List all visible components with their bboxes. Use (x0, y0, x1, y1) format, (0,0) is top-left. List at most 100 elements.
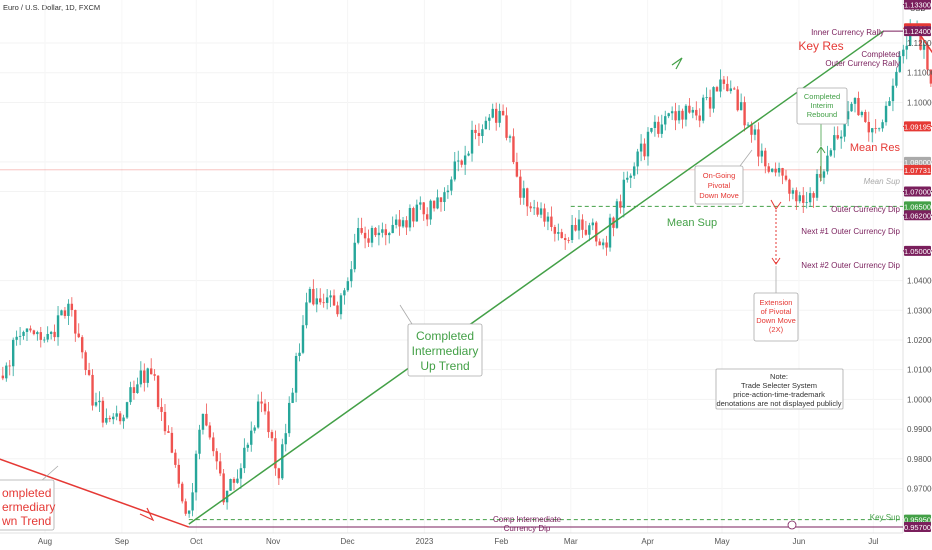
candle-body (819, 173, 822, 178)
candle-body (267, 411, 270, 433)
up-trend-line-1: Completed (416, 329, 474, 343)
candle-body (467, 153, 470, 156)
candle-body (539, 208, 543, 215)
candle-body (739, 102, 743, 111)
candle-body (170, 432, 174, 453)
candle-body (774, 168, 777, 173)
candle-body (67, 303, 70, 316)
candle-body (156, 375, 160, 407)
candle-body (526, 188, 529, 207)
candle-body (902, 49, 905, 57)
candle-body (481, 129, 484, 136)
tag-current-price: 1.07731 (904, 166, 931, 175)
candle-body (777, 168, 781, 173)
candle-body (308, 288, 312, 303)
tag-comp-intermediate-currency-dip: 0.95700 (904, 523, 931, 532)
candle-body (208, 425, 212, 438)
candle-body (650, 128, 653, 132)
label-mean-sup: Mean Sup (667, 217, 717, 229)
label-comp-intermediate-1: Comp Intermediate (493, 515, 562, 524)
tag-mean-res: 1.09195 (904, 122, 931, 131)
candle-body (436, 197, 439, 209)
candle-body (688, 105, 691, 113)
candle-body (463, 155, 467, 165)
candle-body (284, 433, 287, 445)
candle-body (626, 177, 629, 180)
candle-body (70, 303, 74, 310)
candle-body (791, 190, 795, 194)
candle-body (256, 401, 260, 428)
tag-outer-currency-dip: 1.07000 (904, 188, 931, 197)
candle-body (332, 295, 336, 306)
candle-body (746, 124, 750, 126)
candle-body (781, 168, 784, 176)
candle-body (1, 375, 5, 379)
label-next1-outer-dip: Next #1 Outer Currency Dip (801, 227, 900, 236)
candle-body (29, 328, 32, 331)
label-next2-outer-dip: Next #2 Outer Currency Dip (801, 261, 900, 270)
candle-body (281, 444, 284, 479)
candle-body (105, 417, 108, 423)
candle-body (232, 479, 236, 483)
candle-body (270, 432, 274, 439)
candle-body (84, 352, 87, 371)
candle-body (822, 171, 826, 178)
candle-body (401, 220, 405, 227)
candle-body (98, 400, 101, 403)
candle-body (632, 166, 636, 176)
label-key-sup: Key Sup (870, 513, 901, 522)
tag-bg-outer-currency-dip (904, 186, 931, 197)
candle-body (833, 135, 836, 151)
candle-body (898, 56, 902, 72)
candle-body (494, 108, 498, 123)
candle-body (488, 117, 491, 121)
x-tick-label: 2023 (416, 537, 434, 546)
candle-body (584, 229, 588, 235)
candle-body (708, 97, 712, 109)
label-comp-intermediate-2: Currency Dip (504, 524, 551, 533)
levels (0, 4, 932, 528)
candle-body (812, 193, 815, 198)
candle-body (598, 241, 601, 246)
candle-body (15, 336, 18, 340)
candle-body (726, 83, 729, 92)
candle-body (543, 208, 546, 222)
rebound-arrow-head (816, 146, 826, 154)
candle-body (443, 192, 446, 203)
candle-body (356, 228, 360, 243)
candle-body (287, 402, 291, 434)
candle-body (139, 370, 143, 385)
candle-body (187, 510, 191, 514)
y-tick-label: 1.03000 (907, 306, 932, 315)
candle-body (857, 97, 860, 116)
candle-body (881, 122, 884, 129)
candle-body (353, 242, 356, 270)
down-trend-line (0, 458, 190, 528)
time-axis: AugSepOctNovDec2023FebMarAprMayJunJulAug… (38, 537, 879, 546)
candle-body (325, 297, 329, 303)
x-tick-label: Sep (115, 537, 130, 546)
candle-body (146, 368, 149, 383)
candle-body (926, 44, 929, 70)
candle-body (657, 121, 660, 134)
candle-body (733, 88, 736, 90)
candle-body (370, 227, 374, 243)
candle-body (39, 332, 42, 340)
candle-body (87, 370, 91, 375)
event-marker[interactable] (787, 520, 797, 530)
label-mean-res: Mean Res (850, 142, 901, 154)
candle-body (177, 464, 180, 484)
candle-body (46, 333, 49, 340)
candle-body (929, 69, 932, 84)
candle-body (577, 219, 581, 231)
candle-body (557, 232, 560, 234)
event-marker-icon[interactable] (787, 520, 797, 530)
candle-body (715, 87, 719, 92)
candle-body (432, 200, 436, 209)
candle-body (167, 431, 170, 433)
candle-body (80, 337, 84, 353)
x-tick-label: Jul (868, 537, 878, 546)
label-key-res: Key Res (798, 39, 843, 53)
down-trend-arrow-head (139, 507, 155, 522)
